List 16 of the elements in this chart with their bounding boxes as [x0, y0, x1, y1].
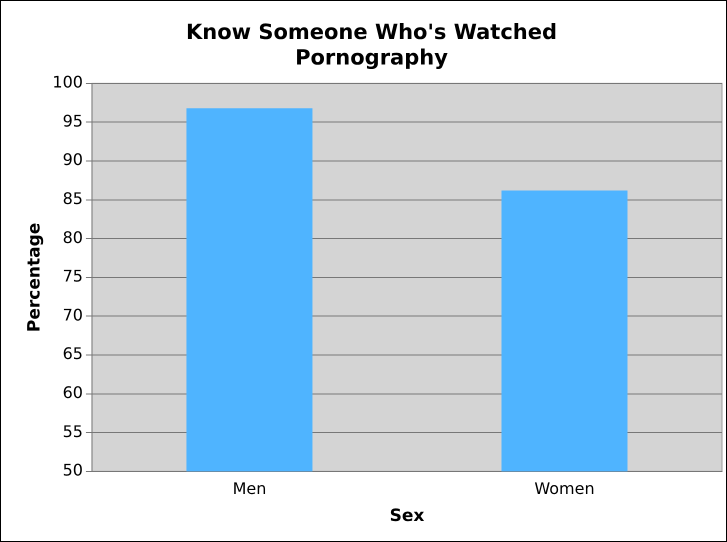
- y-tick-label: 90: [62, 150, 83, 170]
- y-tick-label: 60: [62, 382, 83, 402]
- x-axis-title: Sex: [390, 506, 424, 526]
- x-tick-label: Men: [232, 479, 266, 498]
- y-tick-label: 75: [62, 266, 83, 286]
- y-tick-label: 80: [62, 228, 83, 247]
- y-tick-label: 65: [62, 344, 83, 364]
- y-tick-label: 50: [62, 460, 83, 480]
- x-tick-label: Women: [534, 479, 595, 498]
- y-axis-title: Percentage: [24, 222, 45, 332]
- y-tick-label: 95: [62, 111, 83, 130]
- y-tick-label: 100: [52, 72, 83, 92]
- y-tick-label: 70: [62, 305, 83, 324]
- chart-title: Know Someone Who's Watched Pornography: [186, 20, 558, 70]
- y-tick-label: 55: [62, 422, 83, 441]
- y-tick-label: 85: [62, 188, 83, 208]
